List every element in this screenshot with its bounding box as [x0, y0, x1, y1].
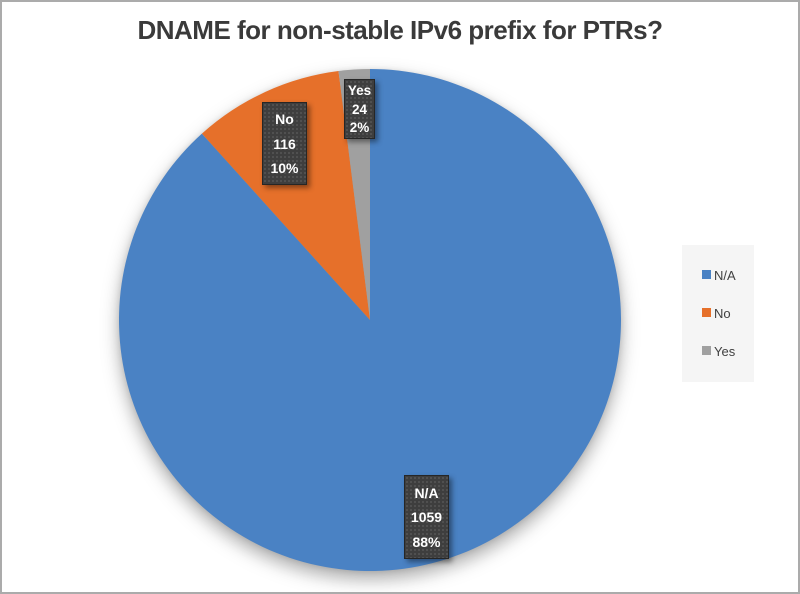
data-label-value: 116 — [273, 135, 296, 152]
legend-item-yes[interactable]: Yes — [702, 344, 754, 359]
data-label-category: Yes — [347, 83, 372, 99]
legend-label: No — [714, 306, 731, 321]
legend-swatch-na-icon — [702, 270, 711, 279]
legend-label: N/A — [714, 268, 736, 283]
data-label-yes[interactable]: Yes 24 2% — [344, 79, 375, 139]
legend: N/A No Yes — [682, 245, 754, 382]
legend-swatch-yes-icon — [702, 346, 711, 355]
data-label-percent: 88% — [412, 533, 441, 550]
data-label-percent: 10% — [270, 159, 299, 176]
data-label-na[interactable]: N/A 1059 88% — [404, 475, 449, 559]
chart-title[interactable]: DNAME for non-stable IPv6 prefix for PTR… — [137, 15, 663, 45]
legend-swatch-no-icon — [702, 308, 711, 317]
data-label-value: 1059 — [410, 509, 443, 525]
legend-item-no[interactable]: No — [702, 306, 754, 321]
legend-item-na[interactable]: N/A — [702, 268, 754, 283]
data-label-percent: 2% — [349, 119, 370, 135]
data-label-category: N/A — [414, 484, 439, 501]
legend-label: Yes — [714, 344, 736, 359]
pie-slice-na[interactable] — [118, 69, 621, 571]
data-label-category: No — [275, 111, 294, 128]
pie-slice-no[interactable] — [201, 71, 370, 320]
data-label-no[interactable]: No 116 10% — [262, 102, 307, 185]
data-label-value: 24 — [351, 101, 368, 117]
